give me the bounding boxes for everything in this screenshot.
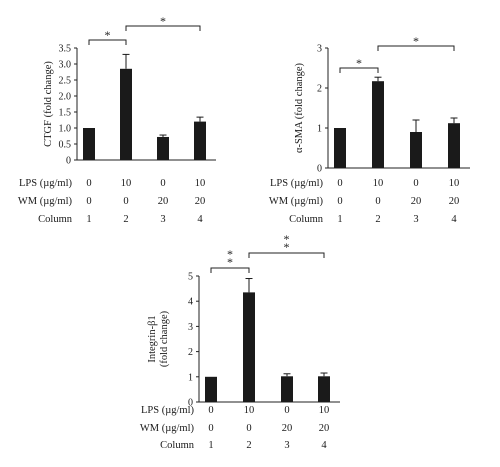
condition-value: 0 bbox=[208, 423, 213, 434]
y-tick-label: 2 bbox=[188, 347, 193, 358]
condition-value: 0 bbox=[413, 178, 418, 189]
significance-label: * bbox=[105, 28, 111, 42]
significance-bracket bbox=[88, 39, 127, 45]
condition-label: LPS (µg/ml) bbox=[141, 405, 195, 416]
y-axis-label: (fold change) bbox=[159, 310, 170, 367]
condition-value: 4 bbox=[451, 214, 457, 225]
significance-bracket bbox=[248, 252, 325, 258]
condition-value: 3 bbox=[284, 440, 289, 451]
bar-column-1 bbox=[205, 376, 217, 402]
y-tick-label: 1 bbox=[317, 124, 322, 135]
significance-bracket bbox=[377, 45, 455, 51]
condition-value: 20 bbox=[195, 196, 206, 207]
y-tick-label: 2.5 bbox=[59, 76, 72, 87]
condition-value: 0 bbox=[246, 423, 251, 434]
bar-column-2 bbox=[372, 81, 384, 168]
y-tick-label: 0 bbox=[317, 164, 322, 175]
condition-value: 10 bbox=[373, 178, 384, 189]
condition-value: 10 bbox=[244, 405, 255, 416]
condition-value: 20 bbox=[449, 196, 460, 207]
bar-column-4 bbox=[448, 123, 460, 168]
y-tick-label: 1.5 bbox=[59, 108, 72, 119]
condition-value: 0 bbox=[208, 405, 213, 416]
significance-bracket bbox=[125, 25, 201, 31]
bar-column-2 bbox=[120, 68, 132, 160]
condition-value: 20 bbox=[319, 423, 330, 434]
y-tick-label: 2 bbox=[317, 84, 322, 95]
y-axis-label: CTGF (fold change) bbox=[43, 61, 54, 147]
condition-value: 0 bbox=[86, 196, 91, 207]
condition-value: 0 bbox=[123, 196, 128, 207]
y-tick-label: 0 bbox=[66, 156, 71, 167]
condition-value: 2 bbox=[375, 214, 380, 225]
bar-column-4 bbox=[194, 121, 206, 160]
condition-value: 20 bbox=[158, 196, 169, 207]
condition-value: 1 bbox=[337, 214, 342, 225]
condition-value: 0 bbox=[160, 178, 165, 189]
condition-value: 3 bbox=[160, 214, 165, 225]
condition-value: 4 bbox=[321, 440, 327, 451]
y-tick-label: 0.5 bbox=[59, 140, 72, 151]
y-tick-label: 3.0 bbox=[59, 60, 72, 71]
condition-label: Column bbox=[38, 214, 73, 225]
significance-bracket bbox=[210, 267, 250, 273]
condition-value: 2 bbox=[246, 440, 251, 451]
condition-value: 0 bbox=[337, 196, 342, 207]
condition-label: LPS (µg/ml) bbox=[270, 178, 324, 189]
condition-label: WM (µg/ml) bbox=[140, 423, 195, 434]
bar-column-3 bbox=[281, 376, 293, 402]
condition-label: Column bbox=[160, 440, 195, 451]
condition-value: 0 bbox=[86, 178, 91, 189]
condition-label: WM (µg/ml) bbox=[269, 196, 324, 207]
bar-column-1 bbox=[83, 128, 95, 160]
condition-value: 20 bbox=[282, 423, 293, 434]
condition-value: 10 bbox=[121, 178, 132, 189]
y-tick-label: 1.0 bbox=[59, 124, 72, 135]
y-tick-label: 3.5 bbox=[59, 44, 72, 55]
condition-value: 2 bbox=[123, 214, 128, 225]
y-axis-label: α-SMA (fold change) bbox=[294, 62, 305, 153]
condition-label: Column bbox=[289, 214, 324, 225]
y-tick-label: 1 bbox=[188, 372, 193, 383]
condition-value: 10 bbox=[319, 405, 330, 416]
condition-value: 1 bbox=[208, 440, 213, 451]
y-tick-label: 4 bbox=[188, 297, 193, 308]
significance-bracket bbox=[339, 67, 379, 73]
condition-value: 0 bbox=[375, 196, 380, 207]
significance-label: * * bbox=[227, 247, 233, 269]
condition-label: WM (µg/ml) bbox=[18, 196, 73, 207]
chart-panel-3: 0 1 2 3 4 5 Integrin-β1 (fold change) * * * * LPS (µ… bbox=[140, 232, 340, 451]
y-tick-label: 2.0 bbox=[59, 92, 72, 103]
condition-value: 0 bbox=[337, 178, 342, 189]
condition-value: 10 bbox=[195, 178, 206, 189]
bar-column-3 bbox=[410, 132, 422, 168]
bar-column-3 bbox=[157, 136, 169, 160]
significance-label: * * bbox=[284, 232, 290, 254]
y-tick-label: 0 bbox=[188, 398, 193, 409]
y-axis-label: Integrin-β1 bbox=[147, 315, 158, 362]
condition-value: 3 bbox=[413, 214, 418, 225]
bar-column-2 bbox=[243, 292, 255, 402]
bar-column-4 bbox=[318, 376, 330, 402]
chart-panel-1: 0 0.5 1.0 1.5 2.0 2.5 3.0 3.5 CTGF (fold change)… bbox=[18, 14, 216, 225]
significance-label: * bbox=[160, 14, 166, 28]
condition-value: 10 bbox=[449, 178, 460, 189]
bar-column-1 bbox=[334, 128, 346, 168]
significance-label: * bbox=[356, 56, 362, 70]
y-tick-label: 5 bbox=[188, 272, 193, 283]
condition-value: 4 bbox=[197, 214, 203, 225]
significance-label: * bbox=[413, 34, 419, 48]
y-tick-label: 3 bbox=[317, 44, 322, 55]
condition-value: 0 bbox=[284, 405, 289, 416]
y-tick-label: 3 bbox=[188, 322, 193, 333]
condition-label: LPS (µg/ml) bbox=[19, 178, 73, 189]
condition-value: 1 bbox=[86, 214, 91, 225]
condition-value: 20 bbox=[411, 196, 422, 207]
